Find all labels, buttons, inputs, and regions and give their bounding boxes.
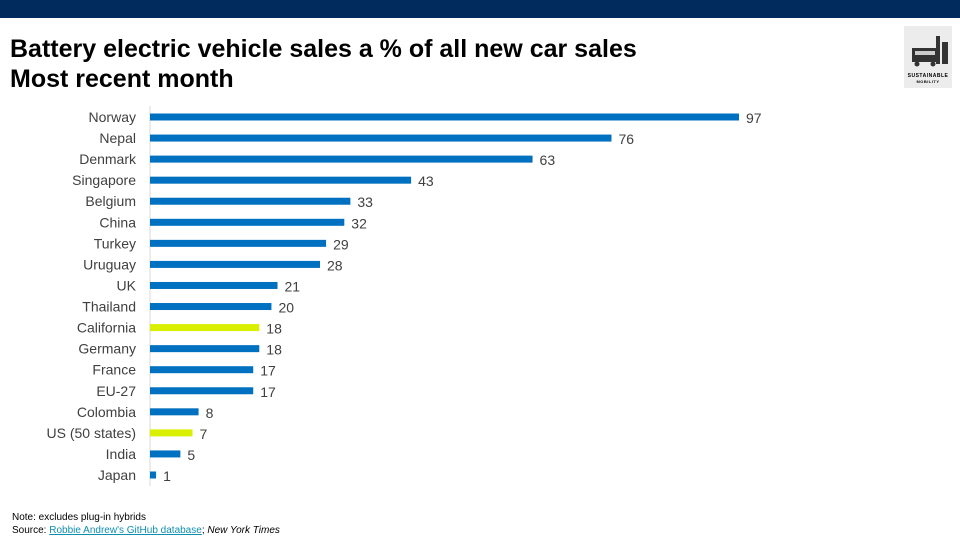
- title-line-1: Battery electric vehicle sales a % of al…: [10, 35, 637, 63]
- note-text: Note: excludes plug-in hybrids: [12, 512, 146, 523]
- bar-uruguay: [150, 260, 321, 268]
- bar-eu-27: [150, 387, 254, 395]
- bar-japan: [150, 471, 157, 479]
- data-label: 63: [540, 152, 556, 168]
- category-label: Turkey: [94, 235, 136, 251]
- data-label: 7: [200, 426, 208, 442]
- title-line-2: Most recent month: [10, 65, 234, 93]
- source-link[interactable]: Robbie Andrew's GitHub database: [49, 525, 202, 536]
- bar-singapore: [150, 176, 412, 184]
- data-label: 97: [746, 110, 762, 126]
- source-label: Source:: [12, 525, 50, 536]
- source-line: Source: Robbie Andrew's GitHub database;…: [12, 524, 280, 537]
- data-label: 1: [163, 468, 171, 484]
- bar-uk: [150, 281, 278, 289]
- source-other: New York Times: [207, 525, 280, 536]
- data-label: 18: [266, 342, 282, 358]
- source-separator: ;: [201, 525, 208, 536]
- category-label: Norway: [89, 109, 136, 125]
- category-label: California: [77, 320, 136, 336]
- data-label: 20: [278, 300, 294, 316]
- footnote: Note: excludes plug-in hybrids Source: R…: [12, 511, 280, 537]
- category-label: EU-27: [96, 383, 136, 399]
- data-label: 76: [618, 131, 634, 147]
- bar-belgium: [150, 197, 351, 205]
- bar-france: [150, 366, 254, 374]
- category-label: Singapore: [72, 172, 136, 188]
- bar-india: [150, 450, 181, 458]
- bar-norway: [150, 113, 739, 121]
- category-label: UK: [117, 277, 137, 293]
- data-label: 5: [187, 447, 195, 463]
- category-label: US (50 states): [47, 425, 136, 441]
- chart-title: Battery electric vehicle sales a % of al…: [10, 34, 637, 94]
- bar-thailand: [150, 303, 272, 311]
- sustainable-mobility-logo: SUSTAINABLE MOBILITY: [904, 26, 952, 88]
- bar-germany: [150, 345, 260, 353]
- bar-china: [150, 218, 345, 226]
- category-label: Belgium: [85, 193, 136, 209]
- category-label: France: [92, 362, 136, 378]
- data-label: 21: [285, 278, 301, 294]
- top-bar: [0, 0, 960, 18]
- category-label: Japan: [98, 467, 136, 483]
- logo-subtext: MOBILITY: [916, 79, 940, 84]
- logo-text: SUSTAINABLE: [907, 73, 949, 79]
- data-label: 8: [206, 405, 214, 421]
- data-label: 32: [351, 215, 367, 231]
- category-label: India: [106, 446, 137, 462]
- category-label: Thailand: [82, 299, 136, 315]
- data-label: 29: [333, 236, 349, 252]
- bar-denmark: [150, 155, 533, 163]
- data-label: 43: [418, 173, 434, 189]
- bar-turkey: [150, 239, 327, 247]
- category-label: Germany: [78, 341, 136, 357]
- category-label: Nepal: [99, 130, 136, 146]
- data-label: 28: [327, 257, 343, 273]
- bar-california: [150, 324, 260, 332]
- bar-colombia: [150, 408, 199, 416]
- bus-icon: [912, 36, 948, 67]
- category-label: Uruguay: [83, 256, 136, 272]
- category-label: Colombia: [77, 404, 136, 420]
- bar-us-50-states-: [150, 429, 193, 437]
- data-label: 17: [260, 384, 276, 400]
- data-label: 17: [260, 363, 276, 379]
- category-label: China: [99, 214, 136, 230]
- category-label: Denmark: [79, 151, 137, 167]
- bar-nepal: [150, 134, 612, 142]
- data-label: 18: [266, 321, 282, 337]
- data-label: 33: [357, 194, 373, 210]
